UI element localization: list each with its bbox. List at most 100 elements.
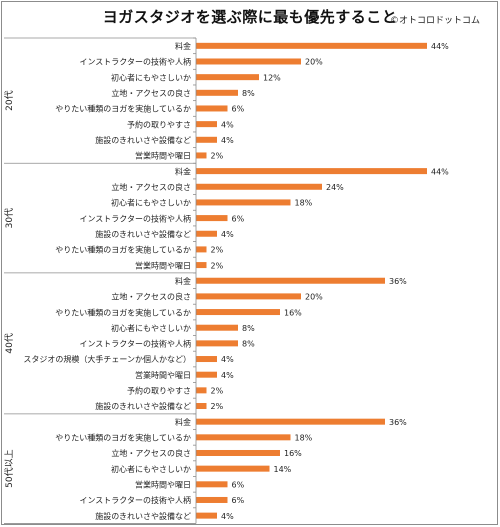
bar (196, 168, 427, 175)
category-label: 施設のきれいさや設備など (95, 401, 191, 411)
bar (196, 58, 301, 65)
data-label: 36% (389, 418, 407, 427)
data-label: 2% (211, 246, 224, 255)
bar (196, 246, 207, 253)
bar (196, 136, 217, 143)
data-label: 8% (242, 324, 255, 333)
bar (196, 262, 207, 269)
data-label: 6% (232, 214, 245, 223)
data-label: 6% (232, 481, 245, 490)
bar (196, 387, 207, 394)
data-label: 44% (431, 167, 449, 176)
copyright-notice: ©オトコロドットコム (389, 16, 480, 26)
category-label: インストラクターの技術や人柄 (79, 495, 191, 505)
bar (196, 465, 270, 472)
bar (196, 496, 228, 503)
bar (196, 105, 228, 112)
category-label: 営業時間や曜日 (135, 370, 191, 380)
data-label: 6% (232, 496, 245, 505)
category-label: 営業時間や曜日 (135, 260, 191, 270)
bar (196, 183, 322, 190)
bar (196, 449, 280, 456)
data-label: 2% (211, 402, 224, 411)
category-label: 初心者にもやさしいか (111, 72, 191, 82)
category-label: 施設のきれいさや設備など (95, 511, 191, 521)
chart-title: ヨガスタジオを選ぶ際に最も優先すること (102, 8, 398, 26)
category-label: 立地・アクセスの良さ (111, 182, 191, 192)
data-label: 18% (295, 434, 313, 443)
bar (196, 309, 280, 316)
category-label: 予約の取りやすさ (127, 119, 191, 129)
data-label: 2% (211, 261, 224, 270)
category-label: インストラクターの技術や人柄 (79, 339, 191, 349)
bar (196, 199, 291, 206)
bar (196, 89, 238, 96)
bar (196, 512, 217, 519)
data-label: 18% (295, 199, 313, 208)
data-label: 12% (263, 73, 281, 82)
data-label: 44% (431, 42, 449, 51)
bar (196, 74, 259, 81)
group-label: 50代以上 (4, 449, 15, 487)
data-label: 4% (221, 120, 234, 129)
category-label: インストラクターの技術や人柄 (79, 57, 191, 67)
group-label: 30代 (4, 208, 15, 228)
category-label: 料金 (175, 276, 191, 286)
category-label: 料金 (175, 41, 191, 51)
category-label: 施設のきれいさや設備など (95, 229, 191, 239)
data-label: 4% (221, 136, 234, 145)
bar (196, 293, 301, 300)
bar (196, 418, 385, 425)
category-label: やりたい種類のヨガを実施しているか (55, 245, 191, 255)
bar (196, 152, 207, 159)
category-label: 初心者にもやさしいか (111, 323, 191, 333)
bar (196, 324, 238, 331)
data-label: 20% (305, 293, 323, 302)
data-label: 4% (221, 355, 234, 364)
bar (196, 42, 427, 49)
bar (196, 403, 207, 410)
category-label: 料金 (175, 166, 191, 176)
data-label: 16% (284, 449, 302, 458)
data-label: 6% (232, 105, 245, 114)
data-label: 8% (242, 89, 255, 98)
data-label: 20% (305, 58, 323, 67)
bar (196, 230, 217, 237)
category-label: 初心者にもやさしいか (111, 464, 191, 474)
category-label: 立地・アクセスの良さ (111, 292, 191, 302)
category-label: 初心者にもやさしいか (111, 198, 191, 208)
bar (196, 434, 291, 441)
category-label: やりたい種類のヨガを実施しているか (55, 433, 191, 443)
data-label: 4% (221, 512, 234, 521)
category-label: やりたい種類のヨガを実施しているか (55, 104, 191, 114)
category-label: 料金 (175, 417, 191, 427)
category-label: スタジオの規模（大手チェーンか個人かなど） (23, 354, 191, 364)
data-label: 2% (211, 387, 224, 396)
category-label: インストラクターの技術や人柄 (79, 213, 191, 223)
category-label: 施設のきれいさや設備など (95, 135, 191, 145)
data-label: 4% (221, 371, 234, 380)
bar (196, 340, 238, 347)
bar (196, 481, 228, 488)
group-label: 40代 (4, 333, 15, 353)
bar (196, 121, 217, 128)
data-label: 36% (389, 277, 407, 286)
category-label: 立地・アクセスの良さ (111, 88, 191, 98)
bar (196, 356, 217, 363)
category-label: 立地・アクセスの良さ (111, 448, 191, 458)
category-label: 営業時間や曜日 (135, 480, 191, 490)
category-label: 営業時間や曜日 (135, 151, 191, 161)
data-label: 16% (284, 308, 302, 317)
data-label: 24% (326, 183, 344, 192)
data-label: 4% (221, 230, 234, 239)
group-label: 20代 (4, 90, 15, 110)
bar (196, 277, 385, 284)
bar (196, 371, 217, 378)
category-label: やりたい種類のヨガを実施しているか (55, 307, 191, 317)
data-label: 2% (211, 152, 224, 161)
data-label: 14% (274, 465, 292, 474)
data-label: 8% (242, 340, 255, 349)
category-label: 予約の取りやすさ (127, 386, 191, 396)
bar (196, 215, 228, 222)
